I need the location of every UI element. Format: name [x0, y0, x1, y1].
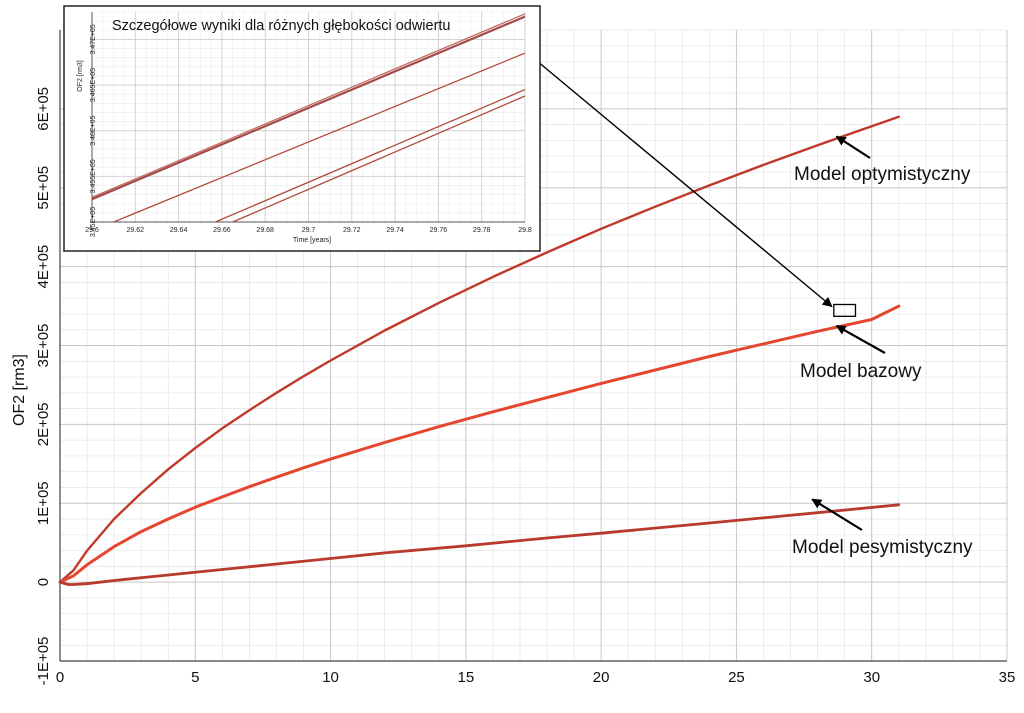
x-tick-label: 5 — [191, 669, 199, 686]
x-tick-label: 0 — [56, 669, 64, 686]
annotation-arrow — [835, 135, 871, 159]
inset-chart: 29.6 29.62 29.64 29.66 29.68 29.7 29.72 29.74 29… — [63, 5, 541, 252]
inset-y-tick-labels: 3.45E+05 3.455E+05 3.46E+05 3.465E+05 3.47E+… — [90, 24, 97, 237]
x-tick-label: 35 — [999, 669, 1016, 686]
inset-series-line-1 — [92, 15, 525, 201]
inset-x-tick-labels: 29.6 29.62 29.64 29.66 29.68 29.7 29.72 29.74 29… — [85, 227, 532, 234]
inset-y-tick-label: 3.46E+05 — [90, 116, 97, 146]
inset-x-tick-label: 29.78 — [473, 227, 491, 234]
inset-x-tick-label: 29.76 — [430, 227, 448, 234]
y-tick-label: 1E+05 — [35, 481, 52, 525]
series-line-3 — [58, 503, 901, 586]
y-tick-label: 6E+05 — [35, 87, 52, 131]
x-tick-label: 30 — [863, 669, 880, 686]
series-line-2 — [58, 304, 901, 584]
y-tick-label: -1E+05 — [35, 637, 52, 686]
zoom-connector — [533, 57, 857, 317]
annotation-label: Model bazowy — [800, 361, 922, 382]
inset-x-tick-label: 29.8 — [518, 227, 532, 234]
y-tick-label: 0 — [35, 578, 52, 586]
inset-grid — [91, 11, 526, 223]
inset-series-line-4 — [215, 89, 525, 222]
inset-series-line-2 — [92, 13, 525, 198]
inset-x-tick-label: 29.68 — [256, 227, 274, 234]
inset-x-tick-label: 29.6 — [85, 227, 99, 234]
inset-x-axis-label: Time [years] — [293, 237, 331, 244]
y-tick-label: 2E+05 — [35, 402, 52, 446]
inset-y-tick-label: 3.45E+05 — [90, 207, 97, 237]
inset-y-axis-label: OF2 [rm3] — [77, 60, 84, 92]
inset-x-tick-label: 29.66 — [213, 227, 231, 234]
annotation-label: Model optymistyczny — [794, 164, 971, 185]
main-annotations: Model optymistyczny Model bazowy Model pes… — [792, 135, 973, 558]
inset-x-tick-label: 29.62 — [127, 227, 145, 234]
inset-series-line-3 — [113, 52, 525, 222]
annotation-arrow — [835, 324, 886, 354]
main-x-tick-labels: 0 5 10 15 20 25 30 35 — [56, 669, 1016, 686]
zoom-connector-arrow — [533, 57, 833, 308]
x-tick-label: 20 — [593, 669, 610, 686]
inset-series-line-5 — [232, 95, 525, 222]
y-tick-label: 4E+05 — [35, 245, 52, 289]
inset-x-tick-label: 29.74 — [386, 227, 404, 234]
inset-x-tick-label: 29.7 — [302, 227, 316, 234]
inset-title: Szczegółowe wyniki dla różnych głębokośc… — [112, 18, 451, 34]
inset-y-tick-label: 3.47E+05 — [90, 24, 97, 54]
y-tick-label: 5E+05 — [35, 166, 52, 210]
inset-y-tick-label: 3.455E+05 — [90, 159, 97, 193]
annotation-arrow — [811, 498, 863, 531]
x-tick-label: 10 — [322, 669, 339, 686]
main-y-axis-label: OF2 [rm3] — [11, 354, 28, 426]
x-tick-label: 15 — [458, 669, 475, 686]
inset-y-tick-label: 3.465E+05 — [90, 68, 97, 102]
zoom-box — [833, 303, 857, 317]
inset-x-tick-label: 29.72 — [343, 227, 361, 234]
main-y-tick-labels: -1E+05 0 1E+05 2E+05 3E+05 4E+05 5E+05 6E+05 — [35, 87, 52, 685]
inset-x-tick-label: 29.64 — [170, 227, 188, 234]
inset-series-group — [92, 13, 525, 222]
annotation-label: Model pesymistyczny — [792, 537, 973, 558]
y-tick-label: 3E+05 — [35, 324, 52, 368]
x-tick-label: 25 — [728, 669, 745, 686]
